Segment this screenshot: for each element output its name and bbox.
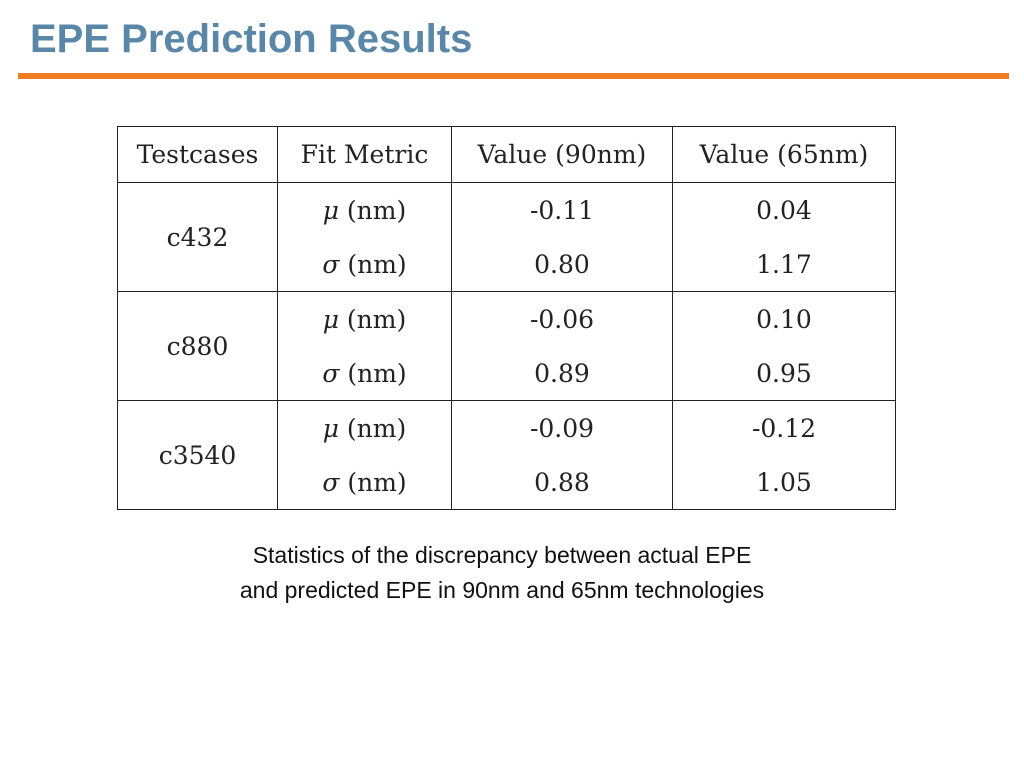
caption-line-1: Statistics of the discrepancy between ac… bbox=[252, 542, 752, 568]
value-65nm-cell: 0.95 bbox=[672, 346, 896, 401]
table-row: c880 μ (nm) -0.06 0.10 bbox=[117, 291, 896, 401]
table-row: c3540 μ (nm) -0.09 -0.12 bbox=[117, 400, 896, 510]
value-65nm-cell: 0.04 bbox=[672, 182, 896, 237]
value-90nm-cell: 0.88 bbox=[451, 455, 673, 510]
metric-unit: (nm) bbox=[339, 249, 407, 279]
mu-symbol: μ bbox=[322, 413, 339, 443]
table-caption: Statistics of the discrepancy between ac… bbox=[0, 538, 1004, 608]
header-fit-metric: Fit Metric bbox=[277, 126, 452, 183]
fit-metric-cell: μ (nm) bbox=[277, 400, 452, 455]
table-header-row: Testcases Fit Metric Value (90nm) Value … bbox=[117, 126, 896, 183]
header-testcases: Testcases bbox=[117, 126, 278, 183]
slide-title: EPE Prediction Results bbox=[30, 17, 473, 61]
table-row: σ (nm) 0.88 1.05 bbox=[118, 455, 896, 510]
fit-metric-cell: σ (nm) bbox=[277, 346, 452, 401]
fit-metric-cell: μ (nm) bbox=[277, 182, 452, 237]
value-65nm-cell: 0.10 bbox=[672, 291, 896, 346]
fit-metric-cell: μ (nm) bbox=[277, 291, 452, 346]
value-90nm-cell: 0.89 bbox=[451, 346, 673, 401]
metric-unit: (nm) bbox=[339, 358, 407, 388]
testcase-cell: c432 bbox=[117, 182, 278, 292]
fit-metric-cell: σ (nm) bbox=[277, 237, 452, 292]
fit-metric-cell: σ (nm) bbox=[277, 455, 452, 510]
caption-line-2: and predicted EPE in 90nm and 65nm techn… bbox=[239, 577, 765, 603]
mu-symbol: μ bbox=[322, 195, 339, 225]
value-90nm-cell: -0.11 bbox=[451, 182, 673, 237]
metric-unit: (nm) bbox=[338, 304, 407, 334]
testcase-cell: c880 bbox=[117, 291, 278, 401]
table-row: c432 μ (nm) -0.11 0.04 bbox=[117, 182, 896, 292]
testcase-cell: c3540 bbox=[117, 400, 278, 510]
metric-unit: (nm) bbox=[338, 195, 407, 225]
table-row: σ (nm) 0.80 1.17 bbox=[118, 237, 896, 292]
value-90nm-cell: -0.09 bbox=[451, 400, 673, 455]
value-90nm-cell: 0.80 bbox=[451, 237, 673, 292]
metric-unit: (nm) bbox=[338, 413, 407, 443]
value-90nm-cell: -0.06 bbox=[451, 291, 673, 346]
metric-unit: (nm) bbox=[339, 467, 407, 497]
value-65nm-cell: 1.05 bbox=[672, 455, 896, 510]
header-value-65nm: Value (65nm) bbox=[672, 126, 896, 183]
sigma-symbol: σ bbox=[322, 358, 340, 388]
sigma-symbol: σ bbox=[322, 467, 340, 497]
value-65nm-cell: 1.17 bbox=[672, 237, 896, 292]
header-value-90nm: Value (90nm) bbox=[451, 126, 673, 183]
mu-symbol: μ bbox=[322, 304, 339, 334]
sigma-symbol: σ bbox=[322, 249, 340, 279]
title-divider bbox=[18, 73, 1009, 79]
epe-results-table: Testcases Fit Metric Value (90nm) Value … bbox=[117, 126, 896, 510]
value-65nm-cell: -0.12 bbox=[672, 400, 896, 455]
